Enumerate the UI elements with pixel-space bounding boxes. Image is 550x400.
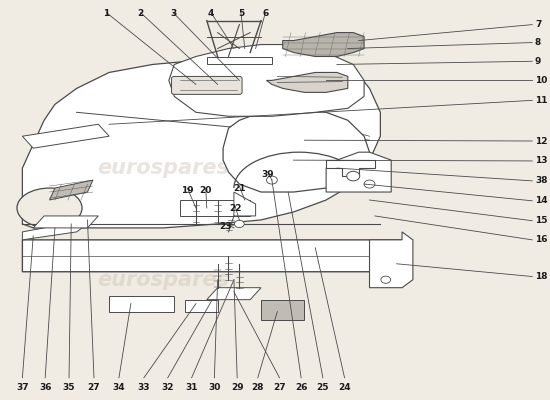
Text: 20: 20 — [200, 186, 212, 195]
Text: 14: 14 — [535, 196, 548, 205]
Text: 18: 18 — [535, 272, 547, 281]
Text: 19: 19 — [181, 186, 194, 195]
Polygon shape — [33, 216, 98, 228]
Polygon shape — [326, 160, 375, 176]
Text: 38: 38 — [535, 176, 547, 185]
Polygon shape — [23, 52, 381, 228]
Polygon shape — [50, 180, 93, 200]
Text: 7: 7 — [535, 20, 541, 29]
Circle shape — [346, 171, 360, 181]
Text: 9: 9 — [535, 57, 541, 66]
Circle shape — [364, 180, 375, 188]
Text: 4: 4 — [208, 9, 214, 18]
Text: 1: 1 — [103, 9, 109, 18]
Polygon shape — [223, 108, 370, 192]
Text: 31: 31 — [185, 382, 198, 392]
Text: 23: 23 — [219, 222, 232, 231]
Text: 37: 37 — [16, 382, 29, 392]
Text: 34: 34 — [113, 382, 125, 392]
Polygon shape — [266, 72, 348, 92]
Text: 15: 15 — [535, 216, 547, 225]
Polygon shape — [180, 200, 250, 216]
Text: 16: 16 — [535, 235, 547, 244]
Polygon shape — [185, 300, 218, 312]
Text: 6: 6 — [262, 9, 268, 18]
Text: 12: 12 — [535, 136, 547, 146]
Text: 25: 25 — [317, 382, 329, 392]
Text: 32: 32 — [162, 382, 174, 392]
Text: 10: 10 — [535, 76, 547, 85]
FancyBboxPatch shape — [172, 76, 242, 94]
Polygon shape — [261, 300, 305, 320]
Polygon shape — [109, 296, 174, 312]
Text: 36: 36 — [39, 382, 51, 392]
Ellipse shape — [17, 188, 82, 228]
Text: 27: 27 — [273, 382, 286, 392]
Text: 5: 5 — [238, 9, 244, 18]
Text: 28: 28 — [251, 382, 264, 392]
Polygon shape — [23, 124, 109, 148]
Text: 3: 3 — [170, 9, 177, 18]
Polygon shape — [207, 56, 272, 64]
Text: 2: 2 — [138, 9, 144, 18]
Text: 11: 11 — [535, 96, 547, 105]
Text: 39: 39 — [261, 170, 274, 179]
Text: eurospares: eurospares — [97, 158, 229, 178]
Text: 27: 27 — [87, 382, 100, 392]
Text: 33: 33 — [138, 382, 150, 392]
Circle shape — [266, 176, 277, 184]
Text: 22: 22 — [229, 204, 241, 213]
Polygon shape — [169, 44, 364, 116]
Polygon shape — [23, 240, 402, 272]
Polygon shape — [207, 288, 261, 300]
Text: 29: 29 — [231, 382, 244, 392]
Text: 21: 21 — [233, 184, 246, 193]
Text: 35: 35 — [63, 382, 75, 392]
Polygon shape — [326, 152, 391, 192]
Text: 13: 13 — [535, 156, 547, 166]
Text: 30: 30 — [208, 382, 221, 392]
Text: 26: 26 — [295, 382, 307, 392]
Polygon shape — [234, 192, 256, 216]
Circle shape — [234, 220, 244, 228]
Text: eurospares: eurospares — [97, 270, 229, 290]
Polygon shape — [283, 32, 364, 56]
Polygon shape — [23, 224, 87, 240]
Circle shape — [381, 276, 390, 283]
Text: 8: 8 — [535, 38, 541, 47]
Text: 24: 24 — [338, 382, 351, 392]
Polygon shape — [370, 232, 413, 288]
